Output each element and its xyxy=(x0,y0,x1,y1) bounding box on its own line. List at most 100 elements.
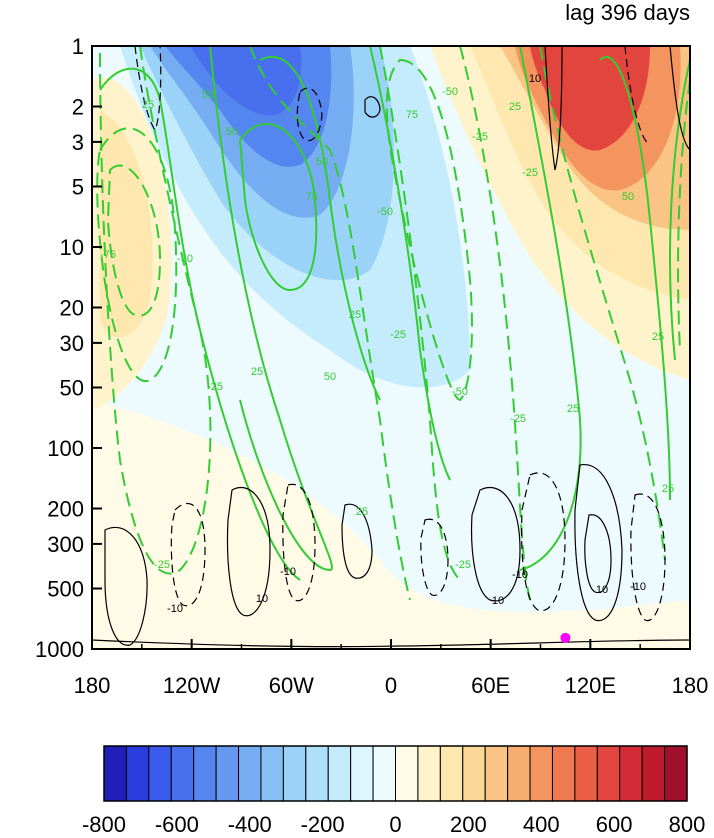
green-solid-far-east xyxy=(669,59,690,361)
colorbar-swatch xyxy=(350,745,374,802)
y-axis: 1 2 3 5 10 20 30 50 100 200 300 500 1000 xyxy=(35,34,102,662)
y-tick-label: 1000 xyxy=(35,637,84,662)
y-tick-label: 10 xyxy=(60,235,84,260)
colorbar-swatch xyxy=(507,745,531,802)
black-dashed-5 xyxy=(630,493,666,622)
colorbar-swatch xyxy=(395,745,419,802)
black-solid-5 xyxy=(574,464,623,622)
contour-label: -25 xyxy=(455,559,471,571)
black-solid-3 xyxy=(341,503,373,579)
colorbar-swatch xyxy=(193,745,217,802)
x-axis: 180 120W 60W 0 60E 120E 180 xyxy=(74,639,709,698)
black-solid-top-1 xyxy=(364,96,381,118)
contour-label: -10 xyxy=(280,566,296,578)
contour-label: 25 xyxy=(349,309,361,321)
contour-label: -50 xyxy=(377,206,393,218)
colorbar-swatch xyxy=(484,745,509,802)
black-solid-6 xyxy=(584,514,612,594)
colorbar-swatch xyxy=(439,745,464,802)
x-tick-label: 180 xyxy=(74,673,111,698)
colorbar-tick-label: -400 xyxy=(228,812,272,837)
y-tick-label: 3 xyxy=(72,130,84,155)
black-dashed-4 xyxy=(521,472,566,612)
black-solid-top-2 xyxy=(544,46,563,171)
colorbar-swatch xyxy=(664,745,688,802)
contour-label: 50 xyxy=(202,89,214,101)
contour-label: 50 xyxy=(316,156,328,168)
x-tick-label: 0 xyxy=(385,673,397,698)
contour-label: 25 xyxy=(142,99,154,111)
colorbar-swatch xyxy=(148,745,172,802)
contour-label: -10 xyxy=(630,581,646,593)
x-tick-label: 180 xyxy=(672,673,709,698)
y-tick-label: 300 xyxy=(47,532,84,557)
green-solid-west xyxy=(99,67,301,581)
contour-label: 10 xyxy=(492,595,504,607)
colorbar-tick-label: 400 xyxy=(523,812,560,837)
colorbar-tick-label: 600 xyxy=(596,812,633,837)
x-tick-label: 120E xyxy=(565,673,616,698)
colorbar-tick-label: 800 xyxy=(669,812,706,837)
chart-title: lag 396 days xyxy=(565,0,690,25)
colorbar-tick-label: -200 xyxy=(301,812,345,837)
contour-label: -25 xyxy=(510,413,526,425)
contour-label: 10 xyxy=(529,73,541,85)
black-solid-1 xyxy=(104,526,148,646)
y-tick-label: 500 xyxy=(47,576,84,601)
colorbar-swatch xyxy=(170,745,195,802)
green-solid-1 xyxy=(209,46,333,572)
y-tick-label: 20 xyxy=(60,296,84,321)
green-solid-east-2 xyxy=(599,56,671,501)
contour-label: -50 xyxy=(177,253,193,265)
contour-label: -25 xyxy=(472,131,488,143)
contour-label: -10 xyxy=(512,569,528,581)
black-dashed-top-1 xyxy=(296,87,323,142)
green-contour-east-2 xyxy=(539,46,666,561)
contour-label: -75 xyxy=(100,249,116,261)
green-contour-east-1 xyxy=(459,46,531,601)
y-tick-label: 100 xyxy=(47,436,84,461)
x-tick-label: 60E xyxy=(471,673,510,698)
shade-lower-positive xyxy=(92,400,690,649)
green-solid-center-east xyxy=(369,46,451,481)
colorbar: -800 -600 -400 -200 0 200 400 600 800 xyxy=(82,745,706,837)
contour-label: 25 xyxy=(251,366,263,378)
green-contour-center-east xyxy=(379,46,461,581)
x-tick-label: 120W xyxy=(163,673,221,698)
contour-labels: 25 50 50 75 50 25 50 25 25 -75 -50 -25 -… xyxy=(100,73,674,615)
black-solid-4 xyxy=(471,486,521,602)
black-solid-top-3 xyxy=(669,46,690,151)
contour-label: -25 xyxy=(154,559,170,571)
colorbar-swatch xyxy=(529,745,553,802)
contour-label: 75 xyxy=(406,109,418,121)
contour-label: 50 xyxy=(324,371,336,383)
black-solid-2 xyxy=(226,487,271,617)
colorbar-swatch xyxy=(417,745,441,802)
colorbar-swatch xyxy=(215,745,240,802)
colorbar-tick-label: -600 xyxy=(155,812,199,837)
colorbar-swatch xyxy=(619,745,643,802)
green-solid-2 xyxy=(259,56,381,401)
colorbar-swatch xyxy=(125,745,150,802)
green-contour-west xyxy=(96,127,178,383)
green-contour-west-inner xyxy=(106,164,162,317)
contour-label: 25 xyxy=(567,403,579,415)
y-tick-label: 1 xyxy=(72,34,84,59)
black-dashed-3 xyxy=(420,518,449,596)
colorbar-swatch xyxy=(305,745,329,802)
y-tick-label: 30 xyxy=(60,331,84,356)
colorbar-swatch xyxy=(103,745,127,802)
green-solid-inner xyxy=(238,123,318,292)
black-dashed-top-3 xyxy=(624,46,651,146)
y-tick-label: 200 xyxy=(47,497,84,522)
contour-label: -25 xyxy=(390,329,406,341)
colorbar-swatch xyxy=(551,745,576,802)
colorbar-swatch xyxy=(641,745,666,802)
contour-label: -25 xyxy=(522,167,538,179)
contour-label: 10 xyxy=(256,593,268,605)
green-contour-far-east xyxy=(677,79,690,351)
black-dashed-contours xyxy=(134,46,666,622)
y-tick-label: 2 xyxy=(72,95,84,120)
contour-label: 25 xyxy=(509,101,521,113)
green-negative-contours xyxy=(96,46,690,601)
